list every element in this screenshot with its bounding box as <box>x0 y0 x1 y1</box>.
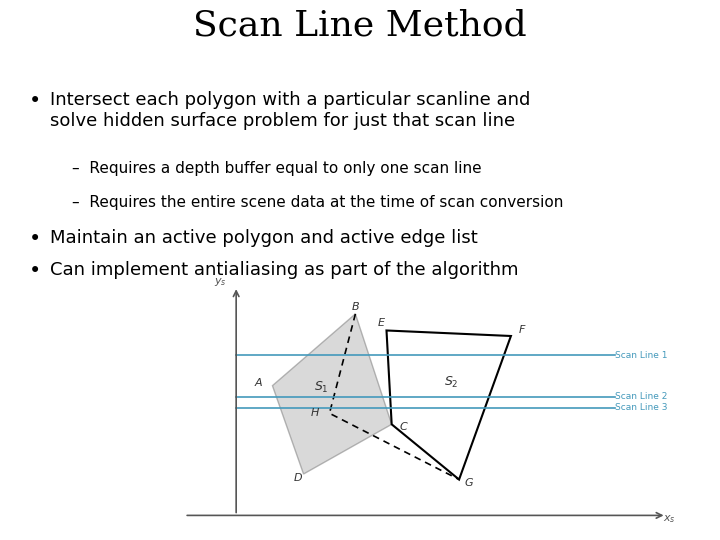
Text: A: A <box>254 377 262 388</box>
Text: B: B <box>351 302 359 312</box>
Text: Intersect each polygon with a particular scanline and
solve hidden surface probl: Intersect each polygon with a particular… <box>50 91 531 130</box>
Text: Maintain an active polygon and active edge list: Maintain an active polygon and active ed… <box>50 229 478 247</box>
Text: Scan Line Method: Scan Line Method <box>193 9 527 43</box>
Text: $y_s$: $y_s$ <box>215 275 227 288</box>
Text: Scan Line 3: Scan Line 3 <box>615 403 667 412</box>
Text: F: F <box>518 325 525 335</box>
Text: E: E <box>378 319 384 328</box>
Text: –  Requires a depth buffer equal to only one scan line: – Requires a depth buffer equal to only … <box>72 161 482 176</box>
Text: •: • <box>29 229 41 249</box>
Text: C: C <box>400 422 408 432</box>
Text: Scan Line 1: Scan Line 1 <box>615 351 667 360</box>
Text: $x_s$: $x_s$ <box>662 513 675 525</box>
Polygon shape <box>272 314 392 474</box>
Text: •: • <box>29 261 41 281</box>
Text: $S_1$: $S_1$ <box>314 380 328 395</box>
Text: D: D <box>294 473 302 483</box>
Text: Scan Line 2: Scan Line 2 <box>615 392 667 401</box>
Text: $S_2$: $S_2$ <box>444 375 458 390</box>
Text: G: G <box>464 478 473 488</box>
Text: H: H <box>311 408 319 418</box>
Text: –  Requires the entire scene data at the time of scan conversion: – Requires the entire scene data at the … <box>72 195 563 210</box>
Text: •: • <box>29 91 41 111</box>
Text: Can implement antialiasing as part of the algorithm: Can implement antialiasing as part of th… <box>50 261 519 279</box>
